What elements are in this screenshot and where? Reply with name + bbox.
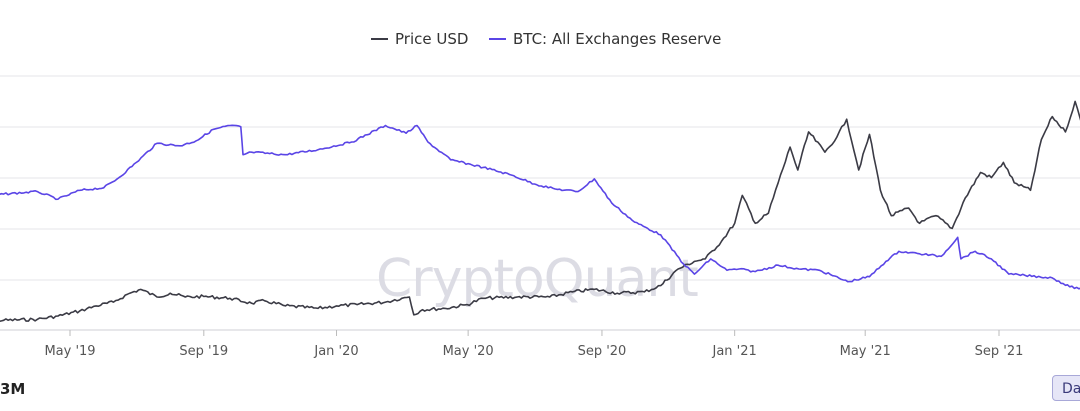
exchange-reserve-line	[0, 124, 1080, 290]
price-usd-line	[0, 100, 1080, 323]
legend-item[interactable]: Price USD	[371, 30, 468, 48]
x-tick-label: Sep '19	[179, 344, 228, 359]
watermark-text: CryptoQuant	[376, 249, 698, 309]
x-tick-label: May '19	[44, 344, 95, 359]
x-tick-label: May '21	[840, 344, 891, 359]
legend-label: BTC: All Exchanges Reserve	[513, 30, 721, 48]
x-tick-label: Sep '21	[975, 344, 1024, 359]
period-button[interactable]: Day	[1052, 375, 1080, 401]
legend[interactable]: Price USD BTC: All Exchanges Reserve	[371, 30, 721, 48]
series-layer	[0, 100, 1080, 323]
x-tick-label: Jan '21	[712, 344, 757, 359]
range-label[interactable]: 3M	[0, 380, 26, 398]
legend-item[interactable]: BTC: All Exchanges Reserve	[489, 30, 721, 48]
gridlines	[0, 75, 1080, 331]
x-tick-label: Jan '20	[313, 344, 358, 359]
x-axis: May '19 Sep '19 Jan '20 May '20 Sep '20 Jan '…	[44, 330, 1023, 359]
x-tick-label: Sep '20	[578, 344, 627, 359]
legend-label: Price USD	[395, 30, 468, 48]
x-tick-label: May '20	[443, 344, 494, 359]
